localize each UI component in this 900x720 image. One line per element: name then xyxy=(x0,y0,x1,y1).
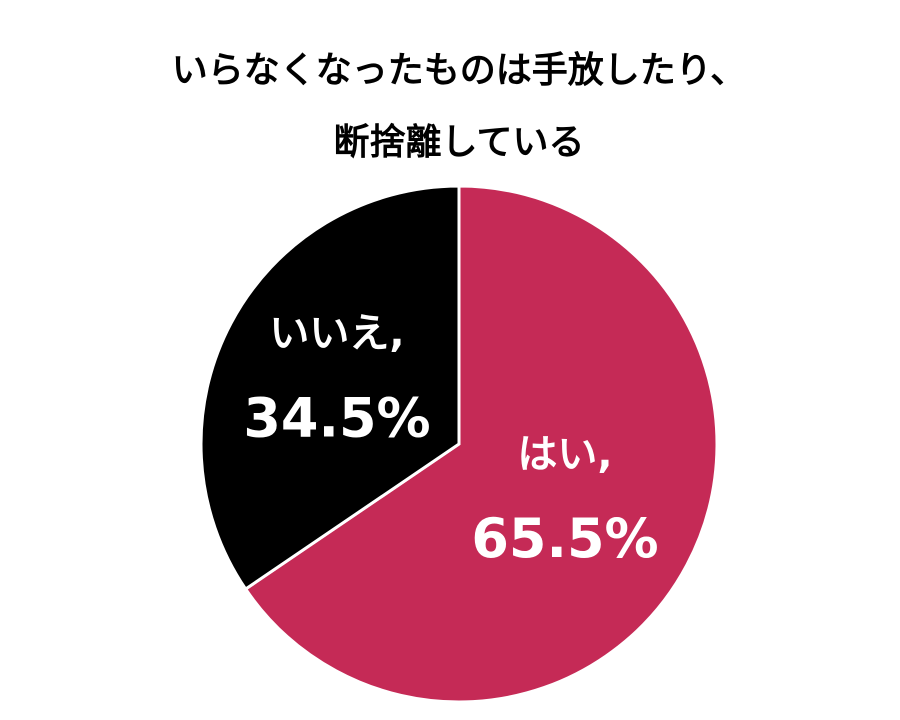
pie-slice xyxy=(243,184,719,704)
pie-slice xyxy=(199,184,461,592)
value-label: 65.5% xyxy=(471,507,658,570)
slice-label: いいえ, xyxy=(269,311,404,357)
chart-title: 断捨離している xyxy=(334,122,585,163)
chart-title: いらなくなったものは手放したり、 xyxy=(172,50,747,91)
slice-label: はい, xyxy=(517,431,612,477)
value-label: 34.5% xyxy=(243,386,430,449)
